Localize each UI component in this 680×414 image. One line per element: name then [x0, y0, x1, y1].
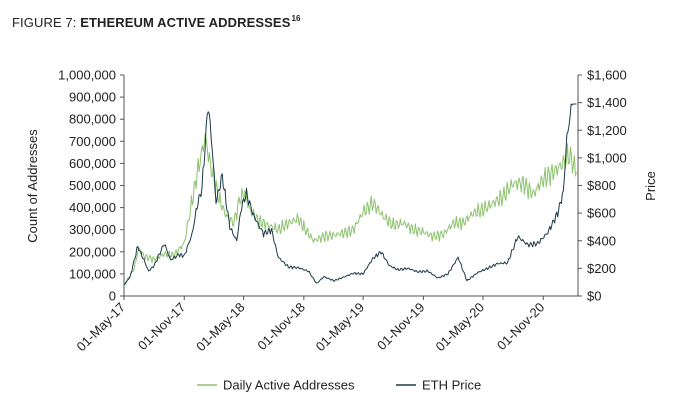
left-tick-label: 200,000 [69, 244, 116, 259]
right-tick-label: $1,400 [587, 95, 627, 110]
x-tick-label: 01-May-17 [74, 300, 129, 355]
right-tick-label: $0 [587, 289, 601, 304]
left-tick-label: 900,000 [69, 90, 116, 105]
x-tick-label: 01-May-20 [433, 300, 488, 355]
legend: Daily Active Addresses ETH Price [197, 378, 481, 393]
right-axis-ticks: $0 $200 $400 $600 $800 $1,000 $1,200 $1,400 $1,6… [578, 68, 627, 304]
figure-title-text: ETHEREUM ACTIVE ADDRESSES [80, 15, 291, 30]
left-tick-label: 0 [109, 289, 116, 304]
left-axis-ticks: 0 100,000 200,000 300,000 400,000 500,000 600,… [58, 68, 124, 304]
left-tick-label: 700,000 [69, 134, 116, 149]
x-tick-label: 01-Nov-19 [374, 300, 428, 354]
series-daily-active-addresses-line [123, 132, 577, 286]
x-axis-ticks: 01-May-17 01-Nov-17 01-May-18 01-Nov-18 01-M… [74, 296, 548, 355]
right-tick-label: $1,600 [587, 68, 627, 83]
right-axis-title: Price [643, 171, 658, 201]
figure-footnote: 16 [291, 14, 301, 23]
x-tick-label: 01-Nov-17 [135, 300, 189, 354]
left-tick-label: 800,000 [69, 112, 116, 127]
x-tick-label: 01-May-18 [193, 300, 248, 355]
x-tick-label: 01-Nov-18 [254, 300, 308, 354]
right-tick-label: $1,000 [587, 150, 627, 165]
series-eth-price-line [123, 103, 577, 286]
legend-daily-active-addresses-label: Daily Active Addresses [223, 378, 355, 393]
right-tick-label: $600 [587, 206, 616, 221]
x-tick-label: 01-Nov-20 [494, 300, 548, 354]
left-tick-label: 100,000 [69, 266, 116, 281]
left-tick-label: 1,000,000 [58, 68, 116, 83]
figure-title: FIGURE 7: ETHEREUM ACTIVE ADDRESSES16 [12, 14, 301, 30]
left-tick-label: 500,000 [69, 178, 116, 193]
left-tick-label: 300,000 [69, 222, 116, 237]
right-tick-label: $800 [587, 178, 616, 193]
right-tick-label: $200 [587, 261, 616, 276]
right-tick-label: $1,200 [587, 123, 627, 138]
plot-frame [123, 75, 579, 297]
legend-eth-price-label: ETH Price [422, 378, 481, 393]
left-axis-title: Count of Addresses [25, 129, 40, 243]
left-tick-label: 400,000 [69, 200, 116, 215]
x-tick-label: 01-May-19 [313, 300, 368, 355]
left-tick-label: 600,000 [69, 156, 116, 171]
series-lines [123, 103, 577, 286]
figure-label: FIGURE 7: [12, 15, 81, 30]
right-tick-label: $400 [587, 233, 616, 248]
